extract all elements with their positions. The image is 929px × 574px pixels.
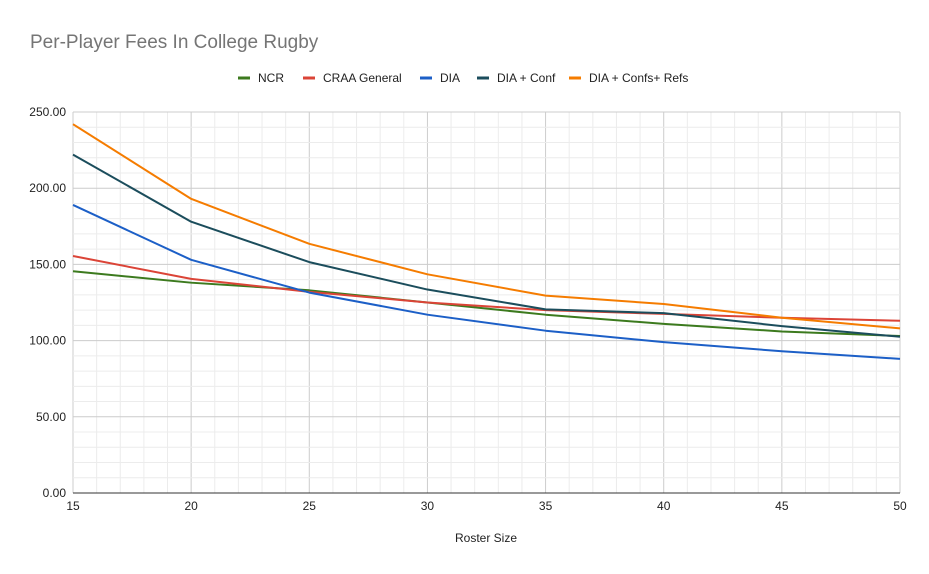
y-tick-label: 0.00 bbox=[43, 486, 67, 500]
legend-item-craa-general: CRAA General bbox=[303, 71, 402, 85]
legend-label: DIA + Conf bbox=[497, 71, 556, 85]
x-axis-ticks: 15 20 25 30 35 40 45 50 bbox=[66, 499, 907, 513]
series-line-dia-conf bbox=[72, 153, 901, 338]
legend-item-dia-conf: DIA + Conf bbox=[477, 71, 556, 85]
legend-item-dia-confs-refs: DIA + Confs+ Refs bbox=[569, 71, 688, 85]
series-line-ncr bbox=[72, 270, 901, 338]
y-tick-label: 250.00 bbox=[29, 105, 66, 119]
x-tick-label: 45 bbox=[775, 499, 789, 513]
series-line-craa-general bbox=[72, 255, 901, 322]
y-tick-label: 150.00 bbox=[29, 257, 66, 271]
legend-label: DIA + Confs+ Refs bbox=[589, 71, 688, 85]
x-tick-label: 30 bbox=[421, 499, 435, 513]
y-tick-label: 100.00 bbox=[29, 334, 66, 348]
y-tick-label: 50.00 bbox=[36, 410, 66, 424]
x-tick-label: 50 bbox=[893, 499, 907, 513]
x-tick-label: 40 bbox=[657, 499, 671, 513]
legend: NCR CRAA General DIA DIA + Conf DIA + Confs+… bbox=[238, 71, 688, 85]
legend-label: NCR bbox=[258, 71, 284, 85]
legend-label: CRAA General bbox=[323, 71, 402, 85]
y-tick-label: 200.00 bbox=[29, 181, 66, 195]
series-line-dia-confs-refs bbox=[72, 123, 901, 330]
x-axis-title: Roster Size bbox=[455, 531, 517, 545]
legend-label: DIA bbox=[440, 71, 460, 85]
x-tick-label: 20 bbox=[184, 499, 198, 513]
y-axis-ticks: 0.00 50.00 100.00 150.00 200.00 250.00 bbox=[29, 105, 66, 500]
series-lines bbox=[72, 123, 901, 360]
legend-item-ncr: NCR bbox=[238, 71, 284, 85]
chart-title: Per-Player Fees In College Rugby bbox=[30, 32, 319, 53]
x-tick-label: 35 bbox=[539, 499, 553, 513]
series-line-dia bbox=[72, 204, 901, 360]
x-tick-label: 15 bbox=[66, 499, 80, 513]
legend-item-dia: DIA bbox=[420, 71, 460, 85]
gridlines bbox=[72, 111, 901, 494]
x-tick-label: 25 bbox=[303, 499, 317, 513]
